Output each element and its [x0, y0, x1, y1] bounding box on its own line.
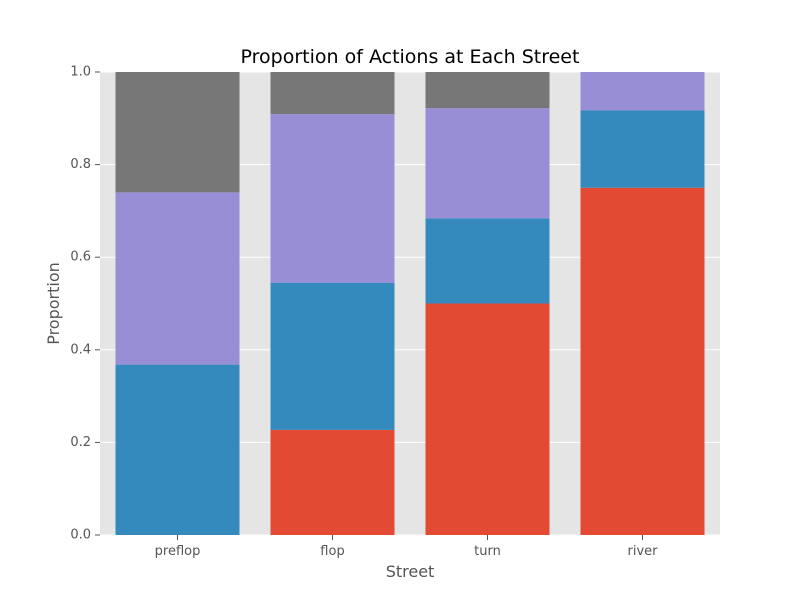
- bar-segment-flop-3: [270, 72, 395, 115]
- bar-segment-preflop-2: [115, 192, 240, 365]
- y-tick-label: 0.4: [70, 342, 91, 357]
- bar-segment-flop-0: [270, 429, 395, 535]
- bar-segment-turn-3: [425, 72, 550, 109]
- x-tick-label-flop: flop: [320, 544, 344, 559]
- bar-segment-turn-2: [425, 108, 550, 219]
- bar-segment-turn-1: [425, 218, 550, 304]
- x-axis: preflop flop turn river: [155, 535, 658, 559]
- bar-segment-preflop-3: [115, 72, 240, 193]
- y-tick-label: 0.6: [70, 250, 91, 265]
- bar-segment-river-1: [580, 110, 705, 188]
- bar-segment-flop-1: [270, 282, 395, 430]
- x-tick-label-turn: turn: [474, 544, 501, 559]
- bar-segment-river-2: [580, 72, 705, 111]
- bar-segment-preflop-1: [115, 364, 240, 535]
- bar-segment-flop-2: [270, 114, 395, 283]
- x-axis-title: Street: [386, 562, 435, 581]
- bar-segment-turn-0: [425, 303, 550, 535]
- y-tick-label: 0.8: [70, 157, 91, 172]
- y-axis: 0.0 0.2 0.4 0.6 0.8 1.0: [70, 65, 100, 543]
- chart-title: Proportion of Actions at Each Street: [241, 46, 580, 68]
- y-axis-title: Proportion: [44, 262, 63, 345]
- x-tick-label-river: river: [628, 544, 659, 559]
- bar-segment-river-0: [580, 187, 705, 535]
- x-tick-label-preflop: preflop: [155, 544, 201, 559]
- bars: [115, 72, 705, 535]
- y-tick-label: 0.2: [70, 435, 91, 450]
- y-tick-label: 0.0: [70, 528, 91, 543]
- y-tick-label: 1.0: [70, 65, 91, 80]
